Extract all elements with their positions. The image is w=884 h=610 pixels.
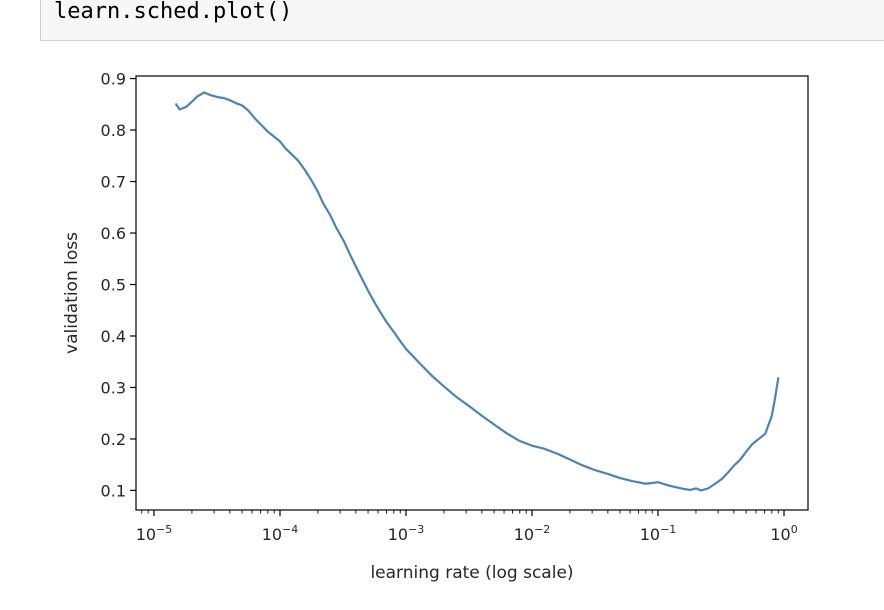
code-cell[interactable]: learn.sched.plot() — [40, 0, 884, 41]
plot-area — [136, 76, 808, 510]
series-line — [175, 91, 780, 492]
y-tick-label: 0.1 — [101, 481, 126, 500]
x-tick-exponent: −1 — [660, 523, 676, 536]
x-tick-exponent: −3 — [408, 523, 424, 536]
y-tick-label: 0.5 — [101, 276, 126, 295]
x-tick-base: 10 — [770, 525, 790, 544]
y-tick-label: 0.7 — [101, 173, 126, 192]
x-tick-base: 10 — [514, 525, 534, 544]
x-tick-label: 10−2 — [514, 523, 551, 544]
x-axis-label: learning rate (log scale) — [370, 563, 573, 583]
x-tick-base: 10 — [262, 525, 282, 544]
y-ticks: 0.1 0.2 0.3 0.4 0.5 0.6 0.7 0.8 0.9 — [101, 70, 136, 500]
x-tick-base: 10 — [388, 525, 408, 544]
x-tick-label: 10−5 — [136, 523, 173, 544]
y-tick-label: 0.3 — [101, 378, 126, 397]
x-tick-base: 10 — [136, 525, 156, 544]
x-tick-exponent: −2 — [534, 523, 550, 536]
y-tick-label: 0.8 — [101, 121, 126, 140]
y-tick-label: 0.9 — [101, 70, 126, 89]
x-tick-base: 10 — [640, 525, 660, 544]
y-tick-label: 0.2 — [101, 430, 126, 449]
x-tick-label: 10−1 — [640, 523, 677, 544]
y-tick-label: 0.6 — [101, 224, 126, 243]
x-tick-exponent: −4 — [282, 523, 298, 536]
y-tick-label: 0.4 — [101, 327, 126, 346]
y-axis-label: validation loss — [62, 232, 82, 354]
code-source[interactable]: learn.sched.plot() — [54, 0, 293, 24]
x-ticks: 10−5 10−4 10−3 10−2 10−1 100 — [136, 510, 798, 544]
x-tick-exponent: −5 — [156, 523, 172, 536]
x-tick-label: 100 — [770, 523, 797, 544]
x-tick-label: 10−4 — [262, 523, 299, 544]
plot-frame — [135, 75, 809, 511]
x-tick-label: 10−3 — [388, 523, 425, 544]
x-tick-exponent: 0 — [791, 523, 798, 536]
